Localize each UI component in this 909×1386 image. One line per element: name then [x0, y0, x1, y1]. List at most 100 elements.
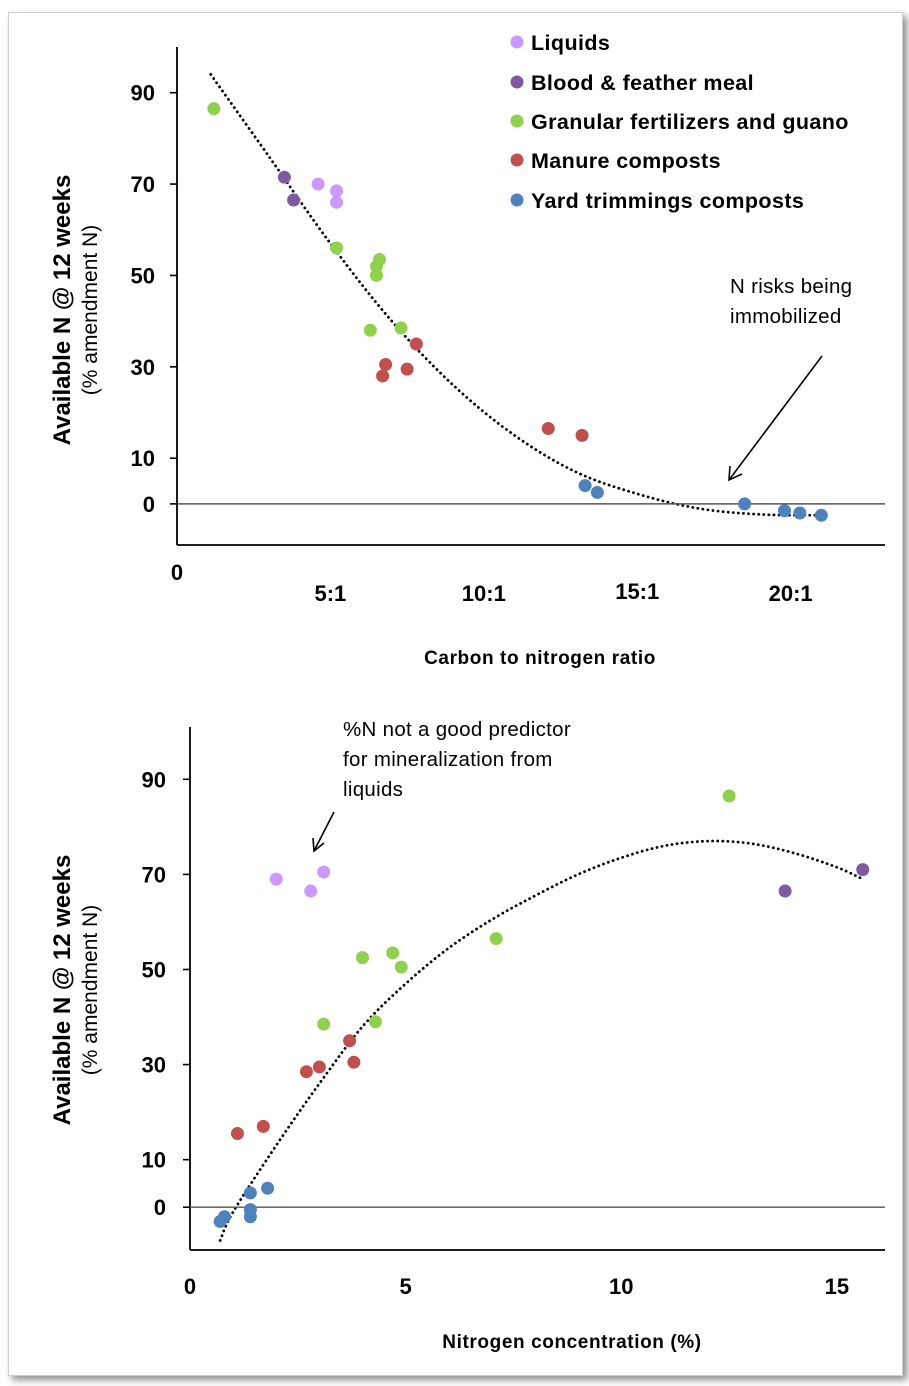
point-liquids: [269, 872, 283, 886]
point-manure-composts: [347, 1055, 361, 1069]
y-tick-label: 30: [131, 355, 155, 380]
point-granular-fertilizers-and-guano: [369, 259, 383, 273]
x-tick-label: 15:1: [615, 579, 659, 604]
point-manure-composts: [343, 1034, 357, 1048]
point-granular-fertilizers-and-guano: [368, 1015, 382, 1029]
point-manure-composts: [299, 1065, 313, 1079]
annotation-arrow-shaft-2: [313, 811, 335, 852]
annotation-predictor: %N not a good predictor for mineralizati…: [312, 718, 571, 853]
legend-marker-blood-feather-meal: [510, 75, 524, 89]
annotation-line-2: immobilized: [730, 305, 842, 328]
point-manure-composts: [541, 421, 555, 435]
x-tick-label: 20:1: [769, 581, 813, 606]
point-blood-feather-meal: [778, 884, 792, 898]
point-yard-trimmings-composts: [814, 508, 828, 522]
point-manure-composts: [312, 1060, 326, 1074]
point-yard-trimmings-composts: [778, 504, 791, 518]
legend-marker-manure: [510, 153, 524, 167]
legend-item-granular: Granular fertilizers and guano: [510, 110, 849, 134]
x-axis-label-2: Nitrogen concentration (%): [442, 1332, 701, 1353]
x-tick-label: 5:1: [315, 581, 347, 606]
point-manure-composts: [230, 1127, 244, 1141]
y-axis-label-2: Available N @ 12 weeks: [49, 855, 76, 1126]
point-yard-trimmings-composts: [261, 1181, 275, 1195]
y-axis-sublabel-2: (% amendment N): [79, 905, 102, 1075]
annotation-arrow-shaft-1: [728, 355, 823, 481]
point-granular-fertilizers-and-guano: [207, 102, 221, 116]
x-tick-label: 0: [184, 1274, 196, 1299]
legend-marker-liquids: [510, 35, 524, 49]
point-yard-trimmings-composts: [213, 1214, 227, 1228]
annotation-line-1: %N not a good predictor: [343, 718, 571, 741]
y-tick-label: 70: [142, 862, 166, 887]
x-tick-label: 15: [825, 1274, 849, 1299]
y-tick-label: 10: [131, 446, 155, 471]
point-granular-fertilizers-and-guano: [356, 951, 369, 965]
legend-marker-granular: [510, 114, 524, 128]
annotation-line-1: N risks being: [730, 275, 852, 298]
y-tick-label: 50: [142, 957, 166, 982]
point-liquids: [317, 865, 331, 879]
point-granular-fertilizers-and-guano: [394, 960, 408, 974]
chart-nitrogen-concentration: 0 10 30 50 70 90 0 5 10 15 Available N @ 12 weeks…: [49, 718, 885, 1353]
y-tick-label: 10: [142, 1148, 166, 1173]
x-tick-label: 0: [171, 560, 183, 585]
annotation-arrowhead-1: [728, 465, 743, 482]
annotation-line-3: liquids: [343, 778, 403, 801]
y-axis-label-1: Available N @ 12 weeks: [49, 175, 76, 446]
legend-label-granular: Granular fertilizers and guano: [531, 110, 849, 134]
legend-label-yard: Yard trimmings composts: [531, 189, 804, 213]
point-granular-fertilizers-and-guano: [722, 789, 736, 803]
point-granular-fertilizers-and-guano: [330, 241, 344, 255]
annotation-arrowhead-2: [312, 837, 325, 853]
axes-1: [176, 47, 885, 546]
point-granular-fertilizers-and-guano: [386, 946, 400, 960]
ticks-2: 0 10 30 50 70 90 0 5 10 15: [142, 767, 850, 1299]
point-granular-fertilizers-and-guano: [363, 323, 377, 337]
x-tick-label: 10: [609, 1274, 633, 1299]
point-manure-composts: [256, 1119, 270, 1133]
y-tick-label: 0: [154, 1195, 166, 1220]
trendline-2: [218, 839, 865, 1242]
legend-label-liquids: Liquids: [531, 31, 610, 55]
point-yard-trimmings-composts: [793, 506, 807, 520]
y-tick-label: 90: [142, 767, 166, 792]
legend-item-yard: Yard trimmings composts: [510, 189, 804, 213]
point-yard-trimmings-composts: [243, 1210, 257, 1224]
y-tick-label: 30: [142, 1053, 166, 1078]
point-manure-composts: [575, 428, 589, 442]
point-granular-fertilizers-and-guano: [394, 321, 408, 335]
point-manure-composts: [376, 369, 390, 383]
x-tick-label: 5: [400, 1274, 412, 1299]
point-manure-composts: [400, 362, 414, 376]
chart-carbon-nitrogen-ratio: 0 10 30 50 70 90 0 5:1 10:1 15:1 20:1 Available N …: [49, 31, 885, 669]
legend-label-blood-feather-meal: Blood & feather meal: [531, 71, 754, 95]
point-yard-trimmings-composts: [738, 497, 752, 511]
points-2: [213, 789, 870, 1228]
point-liquids: [311, 177, 325, 191]
point-manure-composts: [379, 358, 393, 372]
legend: Liquids Blood & feather meal Granular fe…: [510, 31, 849, 213]
point-liquids: [330, 184, 344, 198]
point-granular-fertilizers-and-guano: [317, 1017, 331, 1031]
y-tick-label: 50: [131, 263, 155, 288]
annotation-line-2: for mineralization from: [343, 748, 553, 771]
point-granular-fertilizers-and-guano: [489, 932, 503, 946]
point-liquids: [330, 195, 344, 209]
ticks-1: 0 10 30 50 70 90 0 5:1 10:1 15:1 20:1: [131, 81, 813, 606]
y-axis-sublabel-1: (% amendment N): [79, 225, 102, 395]
point-blood-feather-meal: [277, 170, 291, 184]
point-manure-composts: [409, 337, 423, 351]
y-tick-label: 0: [143, 492, 155, 517]
point-blood-feather-meal: [287, 193, 301, 207]
figure-frame: [8, 12, 903, 1376]
axes-2: [189, 727, 885, 1251]
legend-item-liquids: Liquids: [510, 31, 610, 55]
x-axis-label-1: Carbon to nitrogen ratio: [424, 648, 656, 669]
point-granular-fertilizers-and-guano: [369, 268, 383, 282]
legend-item-manure: Manure composts: [510, 149, 721, 173]
point-yard-trimmings-composts: [590, 485, 604, 499]
legend-item-blood-feather-meal: Blood & feather meal: [510, 71, 754, 95]
y-tick-label: 90: [131, 81, 155, 106]
point-yard-trimmings-composts: [578, 479, 592, 493]
